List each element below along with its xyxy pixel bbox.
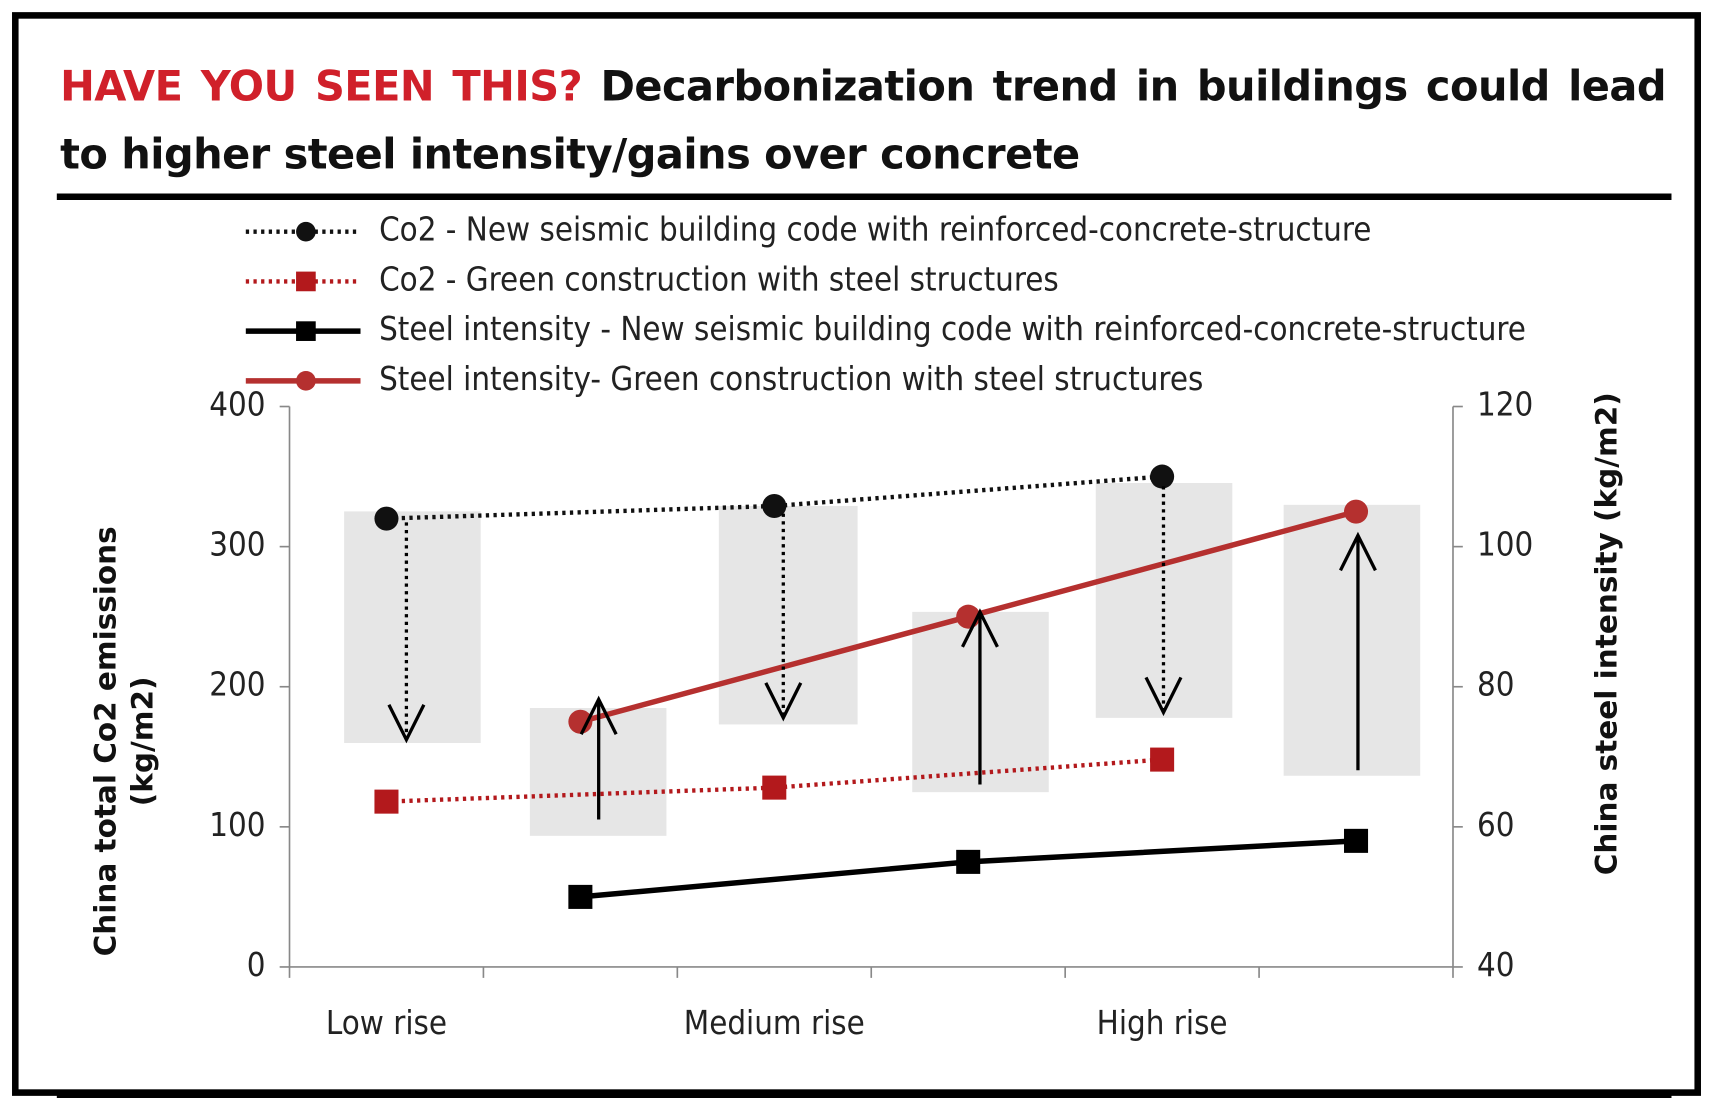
title-text: Decarbonization trend in buildings could…	[60, 62, 1667, 179]
y2-tick-label: 60	[1477, 806, 1515, 844]
y-tick-label: 300	[209, 526, 265, 564]
y-tick-label: 100	[209, 806, 265, 844]
legend-label: Co2 - New seismic building code with rei…	[379, 211, 1371, 249]
point	[1344, 499, 1369, 524]
arrow-head	[579, 695, 618, 735]
y2-tick-label: 40	[1477, 946, 1515, 984]
y2-tick-label: 120	[1477, 386, 1533, 424]
arrow-head	[1339, 531, 1377, 572]
legend-label: Steel intensity - New seismic building c…	[379, 310, 1526, 348]
title-prefix: HAVE YOU SEEN THIS?	[60, 62, 583, 111]
box	[718, 505, 858, 725]
title-box: HAVE YOU SEEN THIS? Decarbonization tren…	[60, 53, 1666, 188]
point	[956, 849, 981, 874]
y-tick-label: 200	[209, 666, 265, 704]
y-axis-label: (kg/m2)	[126, 677, 160, 807]
arrow-head	[764, 682, 803, 722]
arrow-head	[1144, 676, 1183, 717]
legend-marker	[296, 321, 316, 341]
y-tick-label: 0	[247, 946, 266, 984]
title: HAVE YOU SEEN THIS? Decarbonization tren…	[60, 53, 1666, 188]
point	[568, 884, 593, 909]
point	[762, 493, 787, 519]
arrow-head	[387, 704, 426, 744]
y-axis-label: China total Co2 emissions	[89, 526, 123, 956]
point	[1344, 828, 1369, 853]
y2-tick-label: 80	[1477, 666, 1515, 704]
y2-tick-label: 100	[1477, 526, 1533, 564]
legend-marker	[296, 221, 316, 242]
plot: 0 100 200 300 400 40 60 80 100 120 Low rise Medium …	[89, 211, 1624, 1042]
legend-marker	[296, 271, 316, 292]
legend-marker	[296, 371, 316, 391]
point	[568, 709, 593, 734]
point	[374, 506, 399, 531]
point	[1150, 464, 1175, 489]
arrows	[387, 486, 1377, 820]
arrow-head	[961, 608, 999, 648]
x-tick-label: High rise	[1097, 1004, 1228, 1042]
legend-label: Steel intensity- Green construction with…	[379, 360, 1203, 398]
y-tick-label: 400	[209, 386, 265, 424]
legend-label: Co2 - Green construction with steel stru…	[379, 260, 1059, 298]
point	[762, 775, 787, 800]
point	[1150, 747, 1175, 772]
point	[374, 789, 399, 814]
x-tick-label: Low rise	[326, 1004, 447, 1042]
y2-axis-label: China steel intensity (kg/m2)	[1590, 392, 1624, 875]
x-tick-label: Medium rise	[684, 1004, 865, 1042]
box	[344, 511, 481, 743]
